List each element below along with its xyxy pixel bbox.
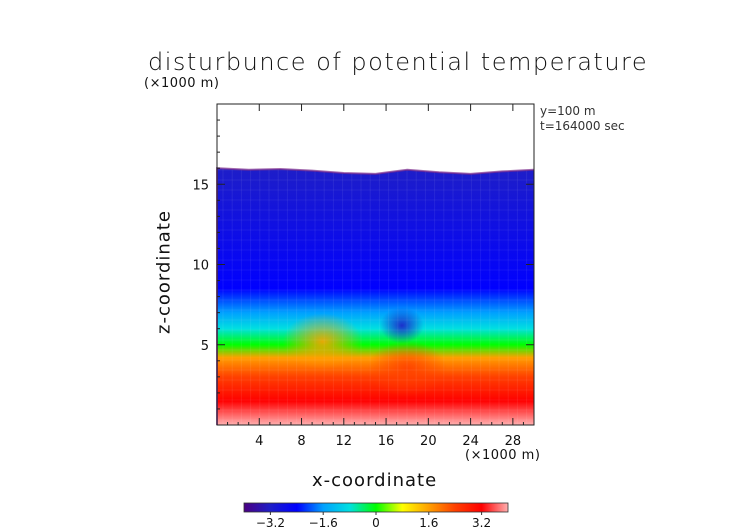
colorbar (243, 502, 509, 513)
x-tick-label: 28 (505, 434, 522, 449)
y-tick-label: 5 (201, 339, 209, 354)
colorbar-tick-label: −1.6 (309, 516, 338, 530)
x-tick-label: 12 (336, 434, 353, 449)
y-axis-unit: (×1000 m) (144, 76, 220, 91)
colorbar-tick-label: 0 (372, 516, 380, 530)
x-axis-label: x-coordinate (312, 470, 438, 491)
x-axis-unit: (×1000 m) (465, 448, 541, 463)
x-tick-label: 16 (378, 434, 395, 449)
colorbar-tick-label: 3.2 (472, 516, 491, 530)
heatmap-field (217, 168, 534, 425)
feature-warm-dome (367, 340, 448, 397)
x-tick-label: 20 (420, 434, 437, 449)
feature-cold-pocket (379, 307, 424, 344)
x-tick-label: 24 (462, 434, 479, 449)
annotation-y: y=100 m (540, 104, 596, 118)
x-tick-label: 4 (255, 434, 263, 449)
colorbar-tick-label: 1.6 (419, 516, 438, 530)
x-tick-label: 8 (297, 434, 305, 449)
chart-title: disturbunce of potential temperature (148, 48, 649, 76)
feature-warm-bulge (282, 313, 363, 370)
y-tick-label: 15 (192, 178, 209, 193)
y-tick-label: 10 (192, 259, 209, 274)
annotation-time: t=164000 sec (540, 119, 625, 133)
colorbar-tick-label: −3.2 (256, 516, 285, 530)
field-top-edge (216, 167, 535, 425)
